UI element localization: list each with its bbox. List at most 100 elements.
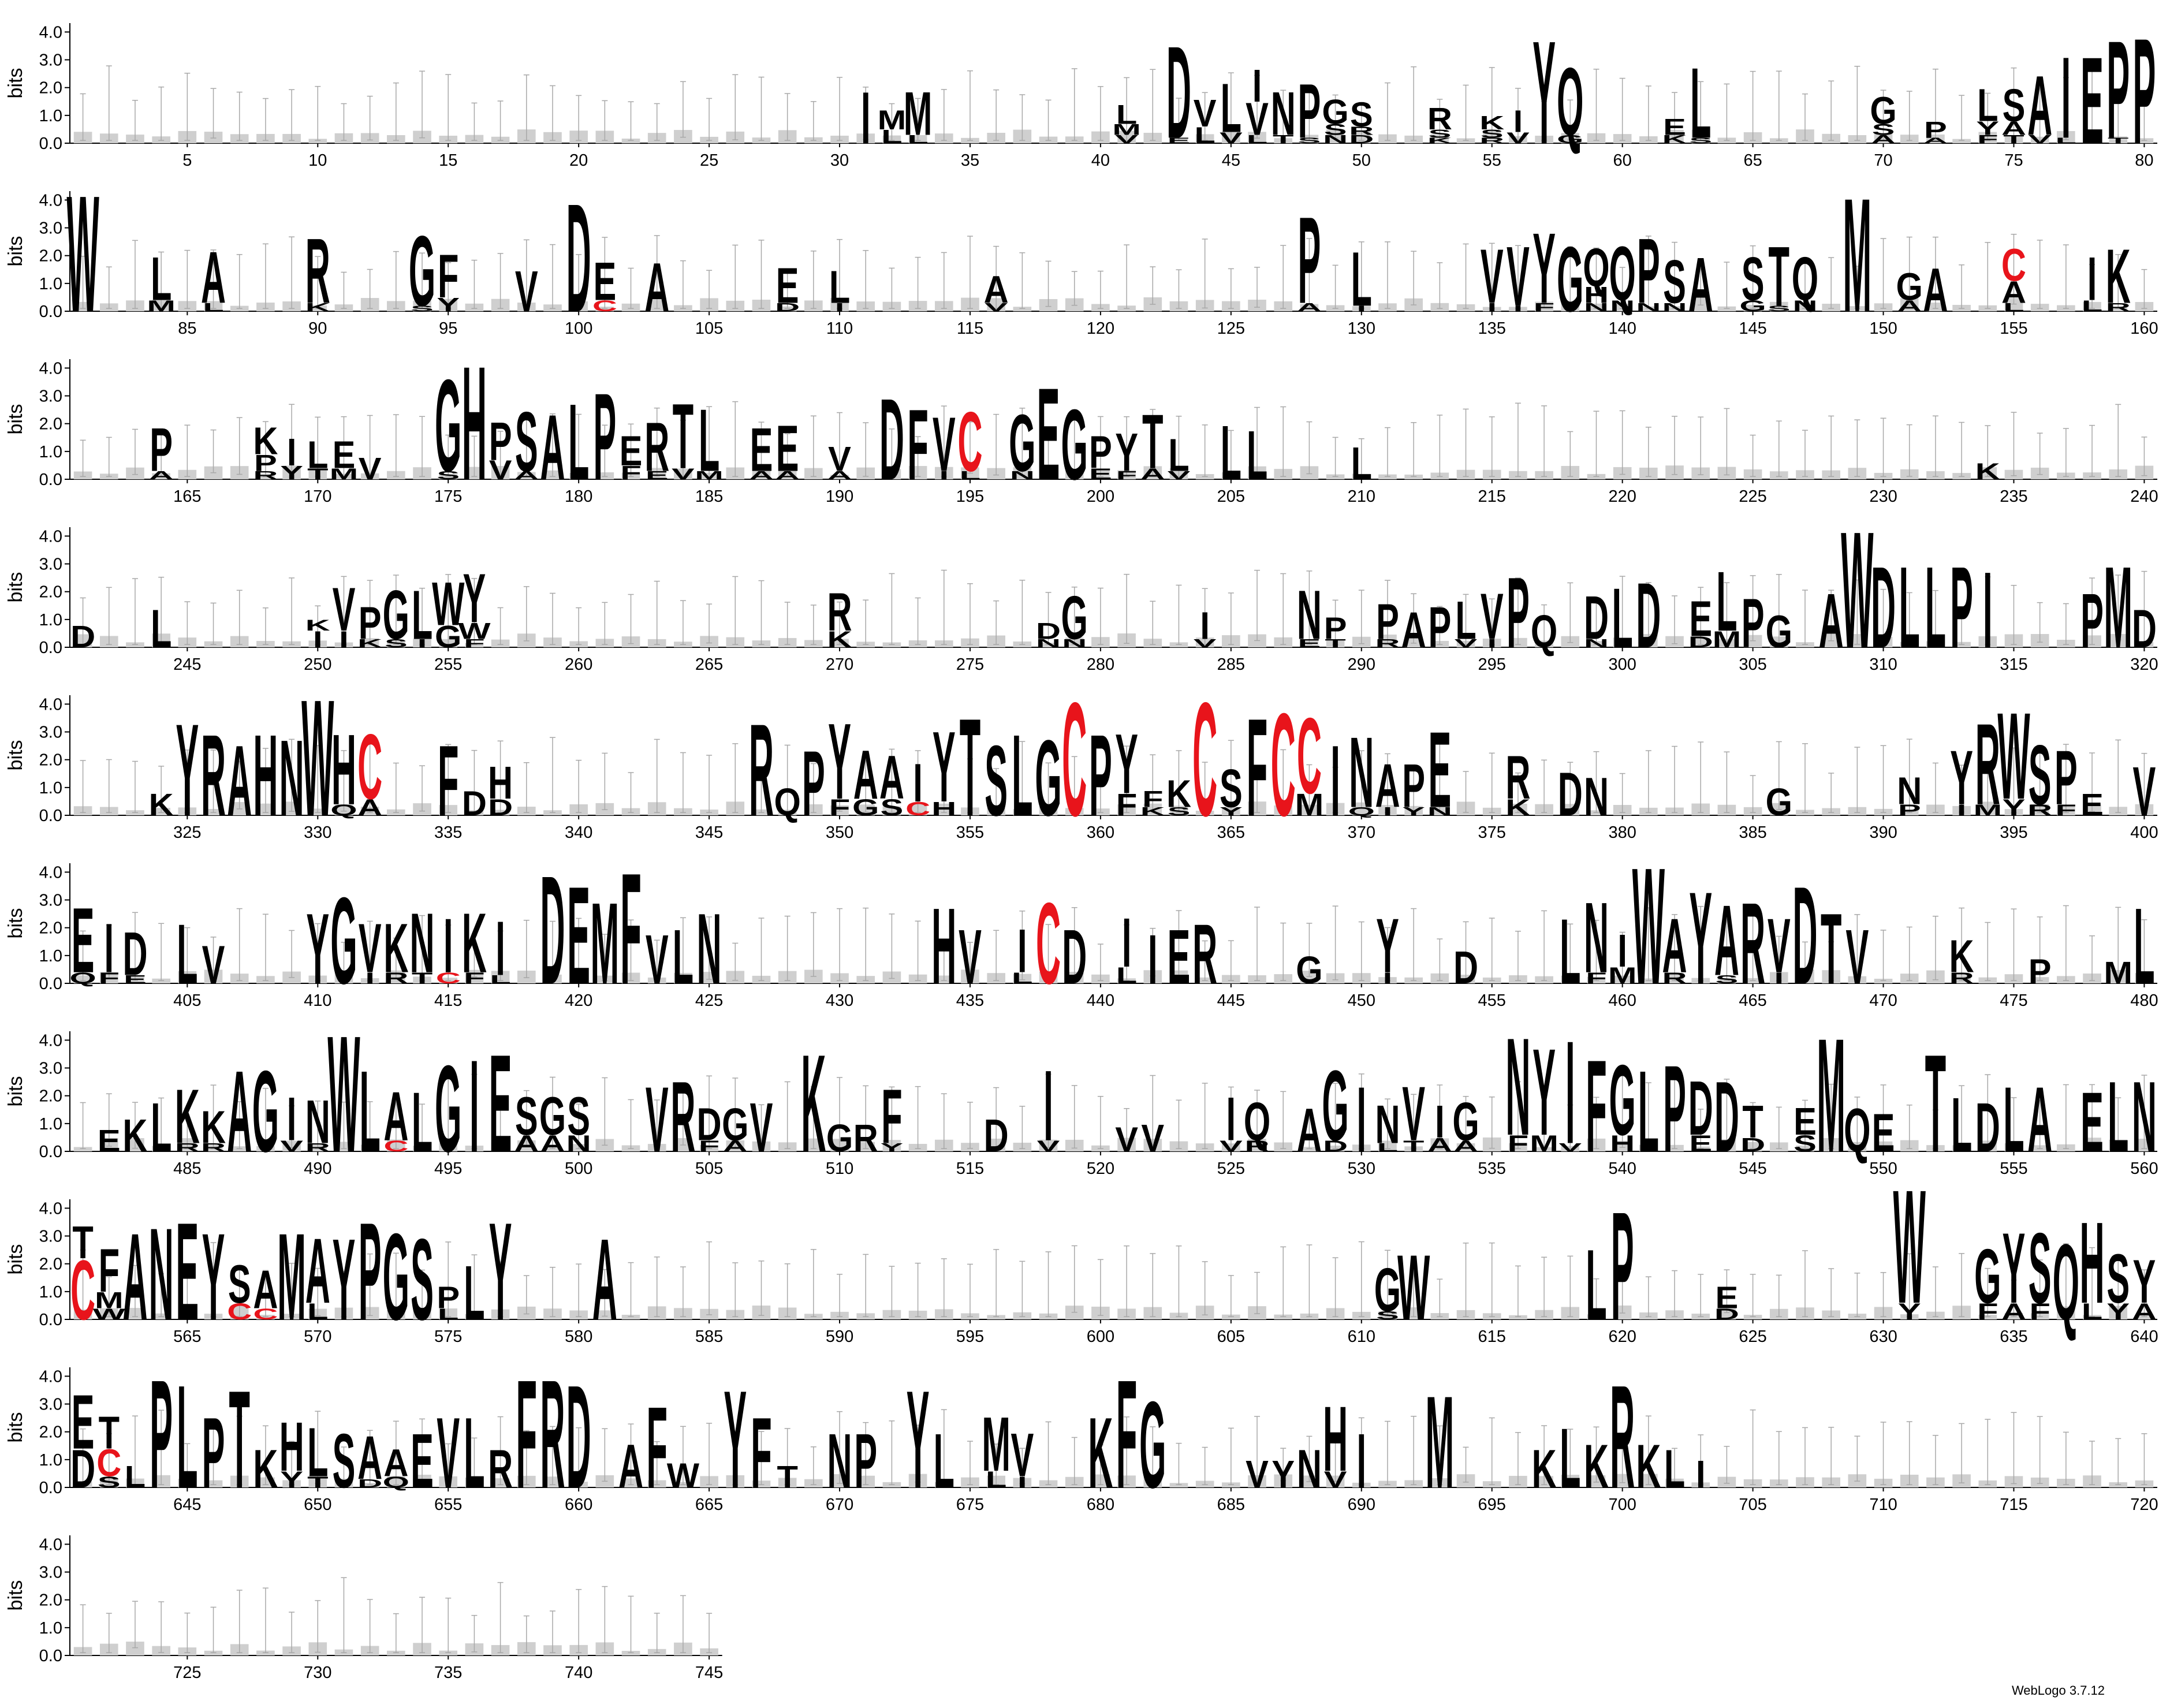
- x-tick-label: 360: [1087, 823, 1114, 842]
- logo-letter: T: [99, 1407, 120, 1459]
- x-tick-label: 165: [173, 487, 201, 506]
- logo-letter: D: [1453, 941, 1478, 993]
- logo-letter: R: [1349, 125, 1374, 137]
- logo-letter: L: [829, 261, 850, 313]
- logo-letter: L: [1977, 79, 1998, 131]
- x-tick-label: 105: [695, 319, 723, 338]
- x-tick-label: 310: [1869, 655, 1897, 674]
- logo-letter: M: [1295, 788, 1324, 823]
- x-tick-label: 435: [956, 991, 984, 1010]
- logo-letter: N: [1349, 716, 1374, 829]
- x-tick-label: 170: [304, 487, 331, 506]
- logo-letter: Y: [1115, 716, 1138, 811]
- y-tick-label: 2.0: [39, 751, 62, 770]
- x-tick-label: 215: [1478, 487, 1506, 506]
- logo-letter: I: [313, 626, 323, 652]
- logo-letter: Y: [1402, 805, 1425, 818]
- y-tick-label: 0.0: [39, 807, 62, 825]
- x-tick-label: 325: [173, 823, 201, 842]
- x-tick-label: 355: [956, 823, 984, 842]
- logo-letter: A: [2027, 1067, 2052, 1171]
- logo-letter: C: [357, 714, 382, 818]
- logo-letter: L: [1116, 963, 1137, 989]
- logo-letter: R: [253, 469, 278, 482]
- x-tick-label: 580: [565, 1327, 592, 1346]
- x-tick-label: 385: [1739, 823, 1766, 842]
- logo-letter: A: [644, 249, 669, 326]
- logo-letter: E: [72, 1378, 95, 1465]
- y-axis-label: bits: [5, 1580, 27, 1611]
- logo-letter: P: [2029, 952, 2052, 991]
- logo-letter: N: [1297, 577, 1322, 654]
- logo-letter: W: [66, 162, 99, 347]
- logo-letter: A: [305, 1218, 330, 1322]
- background-stack: [1404, 474, 1423, 479]
- logo-letter: N: [2132, 1060, 2157, 1173]
- logo-letter: N: [697, 892, 722, 1005]
- x-tick-label: 475: [2000, 991, 2027, 1010]
- logo-letter: V: [672, 465, 695, 483]
- logo-letter: E: [567, 858, 590, 1013]
- y-tick-label: 4.0: [39, 695, 62, 714]
- logo-letter: D: [1714, 1060, 1739, 1173]
- logo-letter: A: [1923, 136, 1948, 145]
- background-stack: [1509, 307, 1527, 311]
- logo-letter: V: [515, 259, 538, 324]
- logo-letter: C: [905, 798, 930, 819]
- logo-letter: M: [1973, 801, 2002, 819]
- logo-letter: G: [1766, 781, 1792, 824]
- y-tick-label: 1.0: [39, 947, 62, 965]
- logo-letter: D: [1349, 133, 1374, 146]
- logo-letter: Y: [333, 1215, 356, 1345]
- logo-letter: F: [438, 724, 458, 837]
- logo-letter: L: [1612, 570, 1632, 665]
- logo-letter: V: [1246, 93, 1269, 145]
- y-tick-label: 3.0: [39, 1564, 62, 1582]
- logo-letter: F: [1247, 690, 1267, 845]
- logo-letter: E: [1663, 114, 1686, 140]
- x-tick-label: 100: [565, 319, 592, 338]
- logo-letter: Y: [1976, 118, 1999, 139]
- logo-letter: I: [1356, 1418, 1366, 1504]
- logo-letter: H: [931, 798, 956, 819]
- logo-letter: I: [1513, 105, 1523, 140]
- logo-letter: I: [1226, 1086, 1236, 1154]
- x-tick-label: 705: [1739, 1496, 1766, 1514]
- logo-letter: I: [1356, 1067, 1366, 1171]
- x-tick-label: 145: [1739, 319, 1766, 338]
- logo-letter: V: [985, 301, 1008, 314]
- logo-letter: D: [2132, 598, 2157, 659]
- logo-letter: L: [177, 1355, 197, 1519]
- logo-letter: I: [1148, 921, 1158, 998]
- x-tick-label: 205: [1217, 487, 1245, 506]
- logo-letter: D: [122, 920, 147, 989]
- x-tick-label: 230: [1869, 487, 1897, 506]
- y-axis-label: bits: [5, 740, 27, 771]
- logo-letter: N: [1897, 770, 1922, 813]
- logo-letter: G: [1061, 584, 1088, 652]
- logo-letter: A: [1662, 902, 1687, 989]
- logo-letter: L: [934, 1418, 954, 1504]
- logo-letter: M: [878, 105, 907, 135]
- logo-letter: L: [203, 301, 223, 314]
- logo-letter: L: [1690, 47, 1711, 159]
- x-tick-label: 175: [434, 487, 462, 506]
- logo-letter: L: [125, 1460, 146, 1495]
- logo-letter: F: [464, 969, 484, 987]
- logo-letter: E: [1716, 1281, 1739, 1316]
- logo-letter: C: [1192, 669, 1217, 851]
- x-tick-label: 240: [2130, 487, 2158, 506]
- x-tick-label: 650: [304, 1496, 331, 1514]
- logo-letter: L: [2003, 301, 2024, 314]
- logo-letter: G: [435, 1041, 461, 1178]
- logo-letter: V: [1115, 1120, 1138, 1159]
- x-tick-label: 90: [308, 319, 327, 338]
- logo-letter: G: [330, 872, 357, 1010]
- logo-letter: N: [149, 1202, 174, 1348]
- logo-letter: K: [1949, 930, 1974, 982]
- logo-letter: C: [957, 394, 982, 489]
- logo-letter: E: [2080, 788, 2104, 823]
- x-tick-label: 245: [173, 655, 201, 674]
- logo-letter: V: [333, 576, 356, 644]
